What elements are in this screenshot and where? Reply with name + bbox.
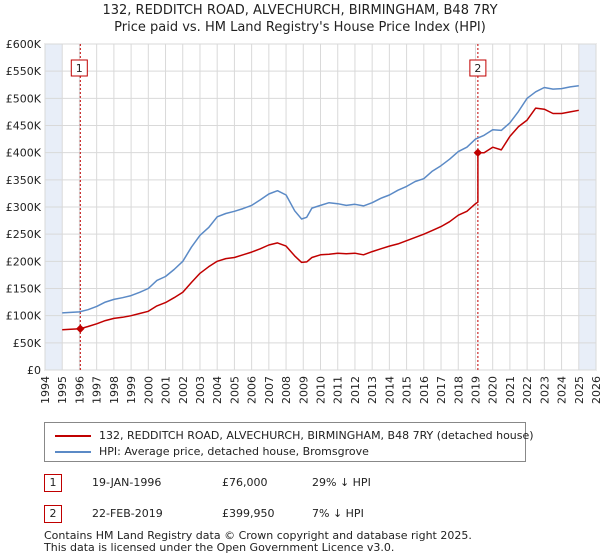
x-tick-label: 2026 bbox=[590, 376, 600, 404]
x-tick-label: 2012 bbox=[349, 376, 362, 404]
price-chart: £0 £50K £100K £150K £200K £250K £300K £350K £400… bbox=[6, 38, 600, 404]
transaction-price: £399,950 bbox=[222, 507, 275, 520]
x-tick-label: 2003 bbox=[194, 376, 207, 404]
transaction-hpi-diff: 7% ↓ HPI bbox=[312, 507, 364, 520]
x-tick-label: 2015 bbox=[401, 376, 414, 404]
x-tick-label: 2022 bbox=[521, 376, 534, 404]
table-row: 1 19-JAN-1996 £76,000 29% ↓ HPI bbox=[44, 474, 464, 494]
y-tick-label: £50K bbox=[13, 337, 42, 350]
y-tick-label: £600K bbox=[6, 38, 42, 51]
price-paid-line bbox=[62, 107, 579, 331]
annotation-label: 2 bbox=[474, 62, 481, 75]
x-tick-label: 2010 bbox=[315, 376, 328, 404]
transaction-date: 19-JAN-1996 bbox=[92, 476, 162, 489]
y-tick-label: £300K bbox=[6, 201, 42, 214]
x-tick-label: 2025 bbox=[573, 376, 586, 404]
transaction-price: £76,000 bbox=[222, 476, 268, 489]
x-tick-label: 2020 bbox=[487, 376, 500, 404]
y-tick-label: £550K bbox=[6, 65, 42, 78]
y-tick-label: £400K bbox=[6, 147, 42, 160]
x-tick-label: 2000 bbox=[142, 376, 155, 404]
transaction-hpi-diff: 29% ↓ HPI bbox=[312, 476, 371, 489]
table-row: 2 22-FEB-2019 £399,950 7% ↓ HPI bbox=[44, 505, 464, 525]
x-tick-label: 2017 bbox=[435, 376, 448, 404]
x-tick-label: 2021 bbox=[504, 376, 517, 404]
legend-label-hpi: HPI: Average price, detached house, Brom… bbox=[99, 445, 369, 458]
legend-item-hpi: HPI: Average price, detached house, Brom… bbox=[55, 445, 369, 458]
y-tick-label: £250K bbox=[6, 228, 42, 241]
chart-subtitle: Price paid vs. HM Land Registry's House … bbox=[114, 20, 486, 35]
x-tick-label: 2016 bbox=[418, 376, 431, 404]
x-tick-label: 2023 bbox=[538, 376, 551, 404]
sale-point bbox=[76, 324, 85, 333]
annotation-label: 1 bbox=[76, 62, 83, 75]
hpi-line bbox=[62, 85, 579, 314]
x-tick-label: 2011 bbox=[332, 376, 345, 404]
x-tick-label: 1997 bbox=[91, 376, 104, 404]
y-tick-label: £0 bbox=[27, 364, 41, 377]
y-tick-label: £450K bbox=[6, 120, 42, 133]
y-tick-label: £500K bbox=[6, 92, 42, 105]
x-tick-label: 1999 bbox=[125, 376, 138, 404]
x-tick-label: 2018 bbox=[452, 376, 465, 404]
legend-swatch-price-paid bbox=[55, 434, 91, 437]
x-tick-label: 1995 bbox=[56, 376, 69, 404]
x-tick-label: 2005 bbox=[228, 376, 241, 404]
annotation-box bbox=[70, 59, 88, 77]
footer-licence: This data is licensed under the Open Gov… bbox=[44, 541, 395, 554]
chart-legend: 132, REDDITCH ROAD, ALVECHURCH, BIRMINGH… bbox=[44, 422, 534, 462]
x-tick-label: 2008 bbox=[280, 376, 293, 404]
legend-item-price-paid: 132, REDDITCH ROAD, ALVECHURCH, BIRMINGH… bbox=[55, 429, 534, 442]
x-tick-label: 2014 bbox=[383, 376, 396, 404]
x-tick-label: 2002 bbox=[177, 376, 190, 404]
transaction-date: 22-FEB-2019 bbox=[92, 507, 163, 520]
annotation-box bbox=[469, 59, 487, 77]
x-tick-label: 1996 bbox=[73, 376, 86, 404]
x-tick-label: 1994 bbox=[39, 376, 52, 404]
footer: Contains HM Land Registry data © Crown c… bbox=[44, 530, 472, 554]
x-tick-label: 2024 bbox=[556, 376, 569, 404]
x-tick-label: 2004 bbox=[211, 376, 224, 404]
x-tick-label: 2007 bbox=[263, 376, 276, 404]
x-tick-label: 2001 bbox=[160, 376, 173, 404]
x-tick-label: 1998 bbox=[108, 376, 121, 404]
y-tick-label: £100K bbox=[6, 310, 42, 323]
y-tick-label: £200K bbox=[6, 255, 42, 268]
chart-title: 132, REDDITCH ROAD, ALVECHURCH, BIRMINGH… bbox=[102, 3, 498, 18]
x-tick-label: 2006 bbox=[246, 376, 259, 404]
y-tick-label: £350K bbox=[6, 174, 42, 187]
legend-swatch-hpi bbox=[55, 450, 91, 453]
x-tick-label: 2009 bbox=[297, 376, 310, 404]
sale-point bbox=[473, 148, 483, 157]
x-tick-label: 2013 bbox=[366, 376, 379, 404]
legend-label-price-paid: 132, REDDITCH ROAD, ALVECHURCH, BIRMINGH… bbox=[99, 429, 534, 442]
footer-copyright: Contains HM Land Registry data © Crown c… bbox=[44, 529, 472, 542]
x-tick-label: 2019 bbox=[469, 376, 482, 404]
transaction-number: 1 bbox=[44, 474, 62, 492]
y-tick-label: £150K bbox=[6, 283, 42, 296]
transaction-number: 2 bbox=[44, 505, 62, 523]
